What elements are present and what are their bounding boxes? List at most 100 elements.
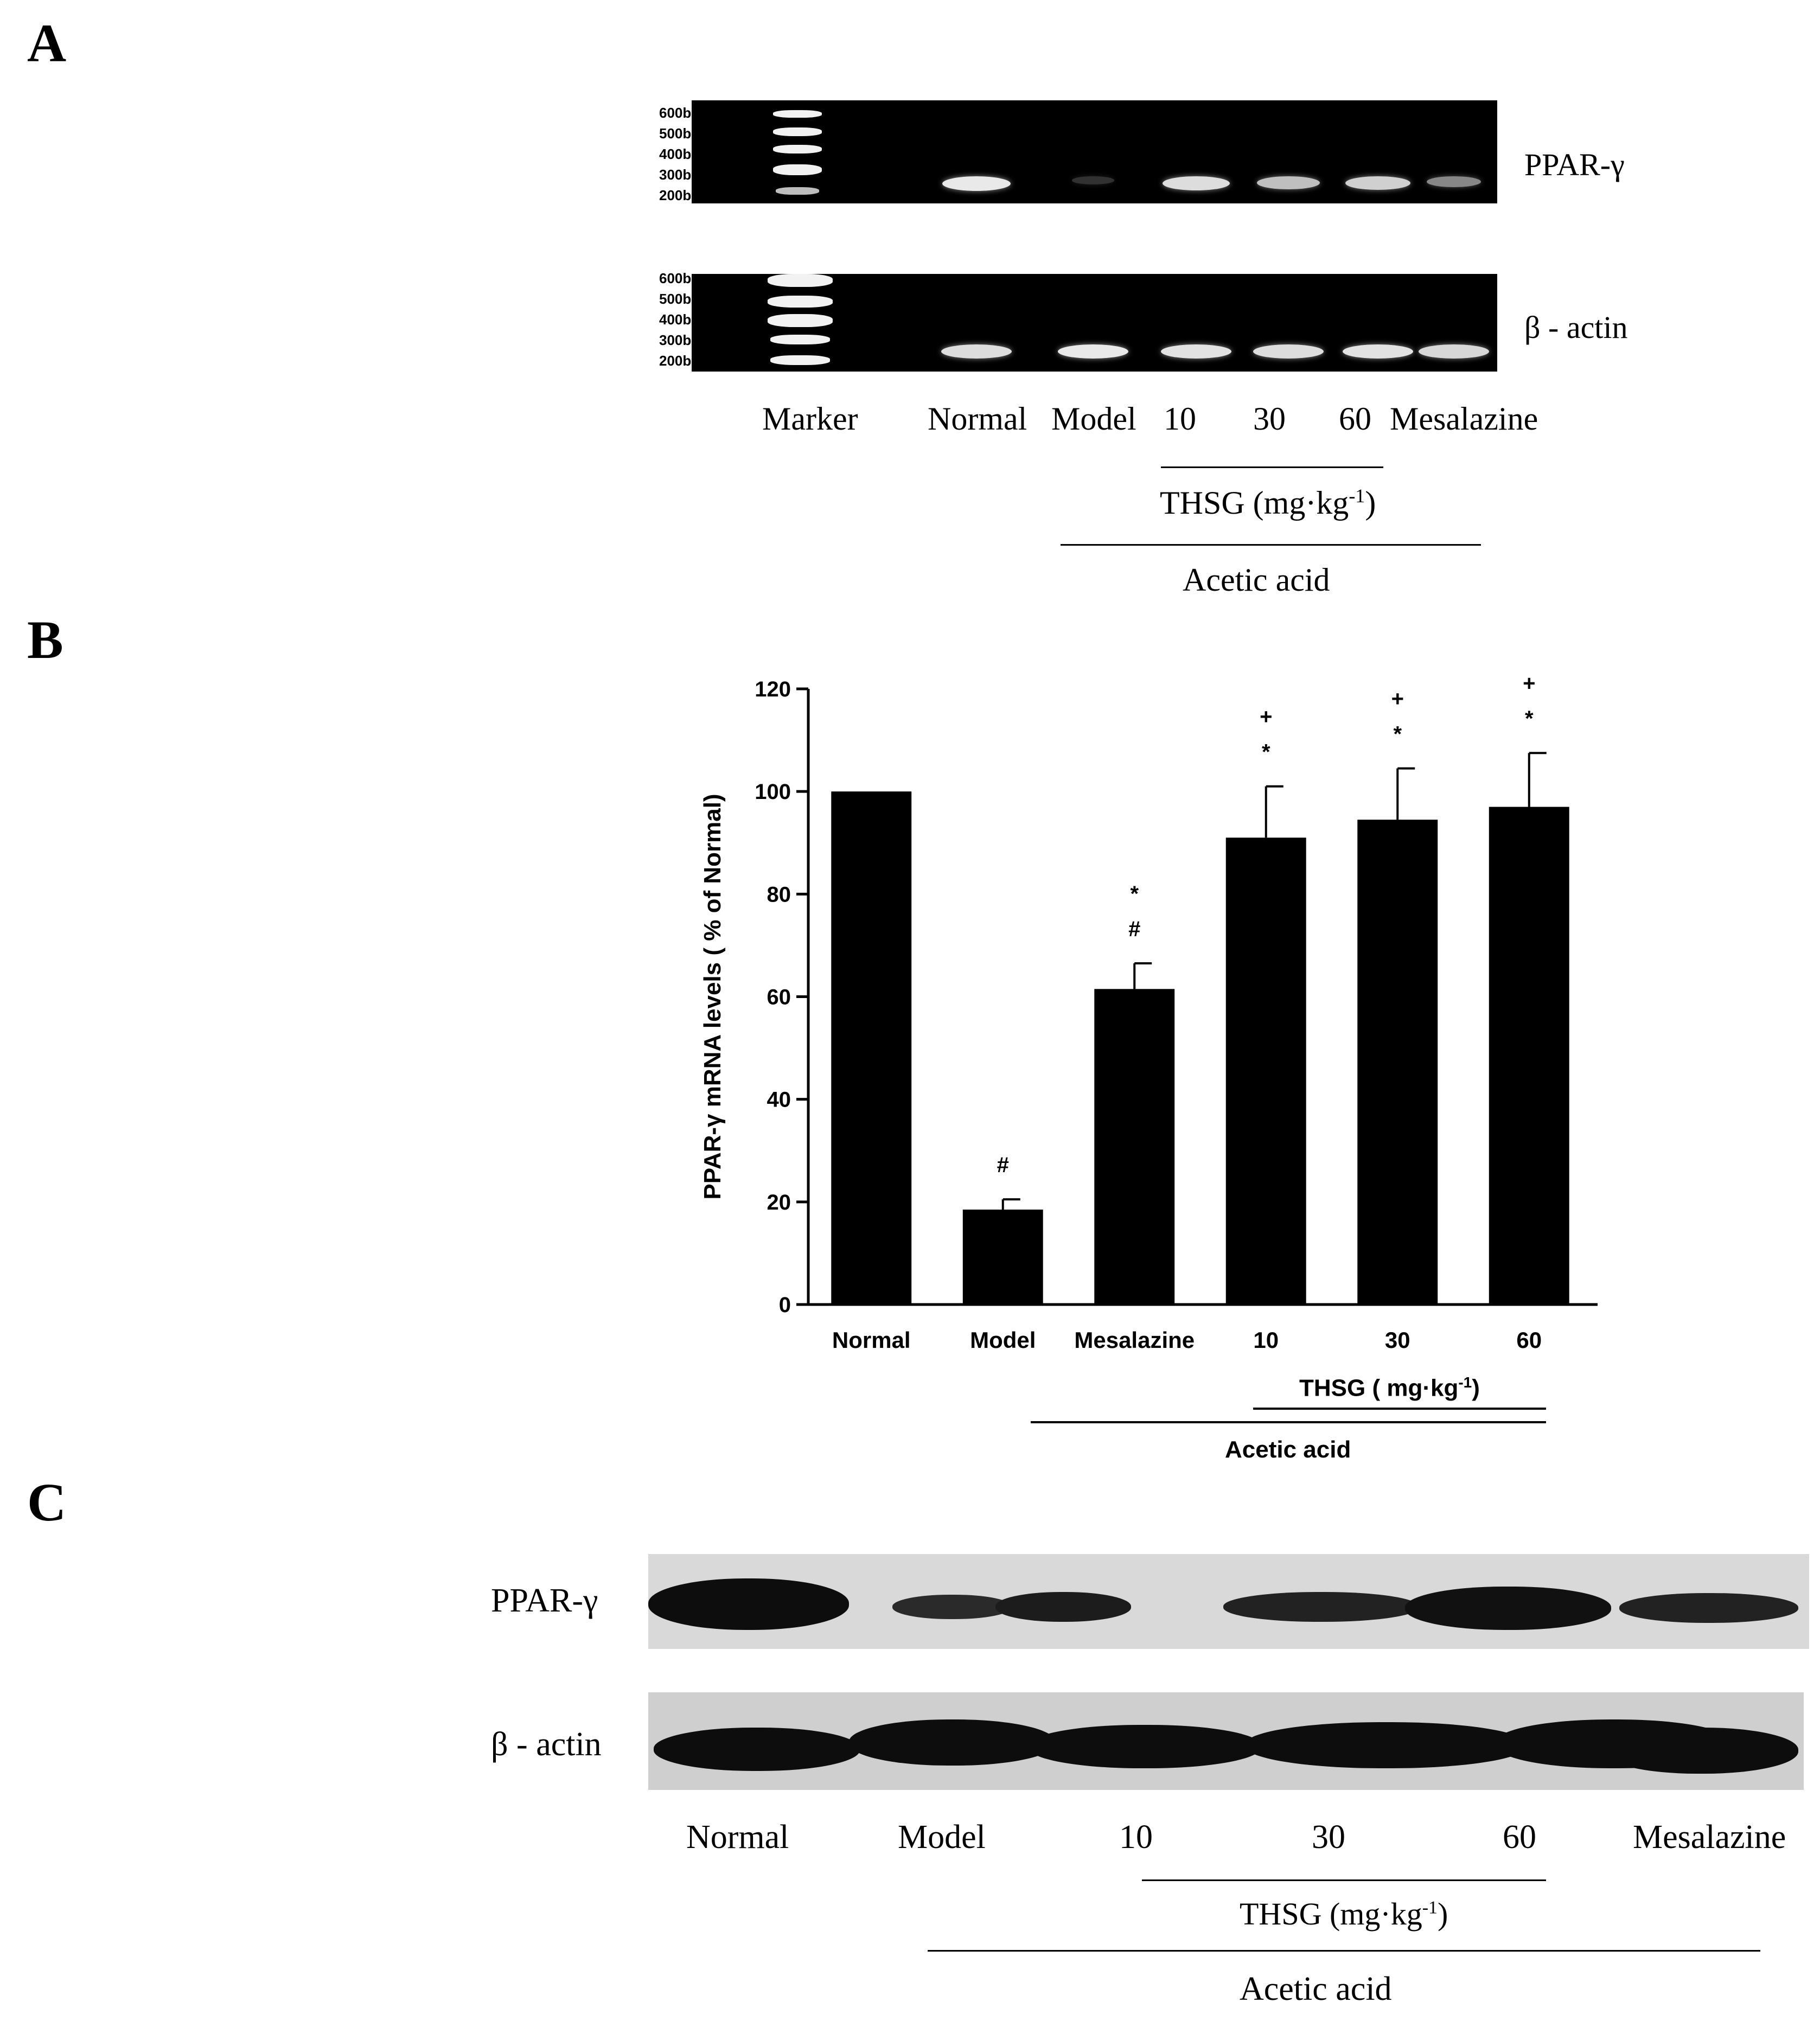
bp-label: 600bp — [659, 270, 700, 286]
ladder-band — [770, 335, 830, 344]
ladder-band — [770, 355, 830, 365]
y-tick-label: 60 — [767, 986, 791, 1009]
blot-band — [1405, 1587, 1611, 1630]
bp-label: 300bp — [659, 332, 700, 348]
y-tick-label: 20 — [767, 1191, 791, 1214]
blot-band — [1223, 1592, 1419, 1622]
thsg-bracket — [1161, 466, 1383, 468]
significance-mark: + — [1391, 687, 1404, 711]
significance-mark: # — [1128, 917, 1140, 941]
chart-group-bracket — [1253, 1408, 1546, 1410]
y-axis-label: PPAR-γ mRNA levels ( % of Normal) — [699, 794, 726, 1199]
significance-mark: # — [997, 1153, 1009, 1177]
significance-mark: * — [1262, 740, 1270, 764]
blot-band — [995, 1592, 1131, 1622]
blot-lane-normal: Normal — [686, 1819, 789, 1856]
bp-label: 400bp — [659, 311, 700, 328]
ladder-band — [776, 187, 819, 195]
y-tick-label: 120 — [755, 677, 791, 701]
actin-band — [941, 344, 1012, 359]
lane-label-10: 10 — [1164, 401, 1196, 437]
blot-band — [1245, 1722, 1527, 1768]
x-tick-label: 60 — [1516, 1327, 1542, 1353]
blot-band — [892, 1595, 1012, 1619]
panel-c-letter: C — [27, 1472, 67, 1532]
significance-mark: * — [1393, 722, 1402, 746]
y-tick-label: 100 — [755, 780, 791, 804]
bar — [962, 1210, 1043, 1305]
actin-band — [1343, 344, 1413, 359]
y-tick-label: 80 — [767, 883, 791, 906]
gel-ppar — [692, 100, 1497, 203]
blot-acetic-bracket — [928, 1950, 1760, 1952]
ladder-band — [768, 314, 833, 327]
bar — [1225, 837, 1306, 1305]
panel-b-letter: B — [27, 610, 63, 670]
significance-mark: * — [1525, 707, 1534, 731]
bp-label: 500bp — [659, 291, 700, 307]
bp-label: 600bp — [659, 105, 700, 121]
gel-ppar-label: PPAR-γ — [1524, 147, 1625, 182]
blot-thsg-label: THSG (mg·kg-1) — [1240, 1896, 1448, 1932]
gel-actin-label: β - actin — [1524, 310, 1628, 345]
actin-band — [1419, 344, 1489, 359]
ladder-band — [773, 164, 822, 175]
blot-band — [1028, 1725, 1261, 1768]
blot-acetic-label: Acetic acid — [1240, 1971, 1392, 2007]
x-tick-label: Mesalazine — [1074, 1327, 1195, 1353]
blot-band — [1619, 1593, 1798, 1623]
ppar-band — [1345, 176, 1411, 190]
blot-actin — [648, 1692, 1804, 1790]
chart-outer-group-label: Acetic acid — [1225, 1436, 1351, 1463]
ppar-band — [1163, 176, 1230, 191]
bar — [1489, 807, 1569, 1305]
lane-label-normal: Normal — [928, 401, 1027, 437]
blot-band — [849, 1719, 1055, 1766]
bp-label: 500bp — [659, 125, 700, 142]
bar — [1357, 820, 1438, 1305]
ladder-band — [773, 145, 822, 154]
actin-band — [1253, 344, 1324, 359]
acetic-bracket — [1061, 544, 1481, 546]
blot-band — [1603, 1728, 1798, 1774]
significance-mark: + — [1523, 672, 1535, 695]
bar-chart: 0 20 40 60 80 100 120 PPAR-γ mRNA levels ( % of… — [699, 672, 1598, 1353]
blot-lane-30: 30 — [1312, 1819, 1345, 1856]
actin-band — [1058, 344, 1128, 359]
bp-label: 200bp — [659, 353, 700, 369]
lane-label-mesalazine: Mesalazine — [1390, 401, 1538, 437]
ladder-band — [768, 296, 833, 308]
significance-mark: + — [1260, 705, 1272, 729]
blot-lane-10: 10 — [1119, 1819, 1153, 1856]
ppar-band — [1257, 176, 1320, 190]
blot-actin-label: β - actin — [491, 1726, 602, 1763]
x-tick-label: Model — [970, 1327, 1036, 1353]
blot-band — [654, 1728, 860, 1771]
x-tick-label: Normal — [832, 1327, 911, 1353]
blot-ppar-label: PPAR-γ — [491, 1582, 598, 1619]
blot-thsg-bracket — [1142, 1879, 1546, 1881]
y-tick-label: 0 — [779, 1293, 791, 1317]
bar — [1094, 989, 1175, 1305]
actin-band — [1161, 344, 1231, 359]
ladder-band — [768, 274, 833, 287]
ladder-band — [773, 127, 822, 136]
bp-label: 400bp — [659, 146, 700, 162]
lane-label-marker: Marker — [762, 401, 858, 437]
bar — [831, 791, 912, 1305]
acetic-label: Acetic acid — [1183, 562, 1330, 598]
y-tick-label: 40 — [767, 1088, 791, 1112]
chart-outer-bracket — [1031, 1421, 1546, 1423]
x-tick-label: 30 — [1385, 1327, 1410, 1353]
blot-lane-60: 60 — [1503, 1819, 1536, 1856]
blot-ppar — [648, 1554, 1809, 1649]
lane-label-model: Model — [1051, 401, 1136, 437]
chart-group-label: THSG ( mg·kg-1) — [1299, 1374, 1480, 1402]
lane-label-30: 30 — [1253, 401, 1286, 437]
x-tick-label: 10 — [1253, 1327, 1279, 1353]
blot-band — [648, 1578, 849, 1630]
ppar-band — [1072, 176, 1114, 184]
ppar-band — [942, 176, 1011, 191]
ppar-band — [1426, 176, 1481, 188]
bp-label: 300bp — [659, 167, 700, 183]
